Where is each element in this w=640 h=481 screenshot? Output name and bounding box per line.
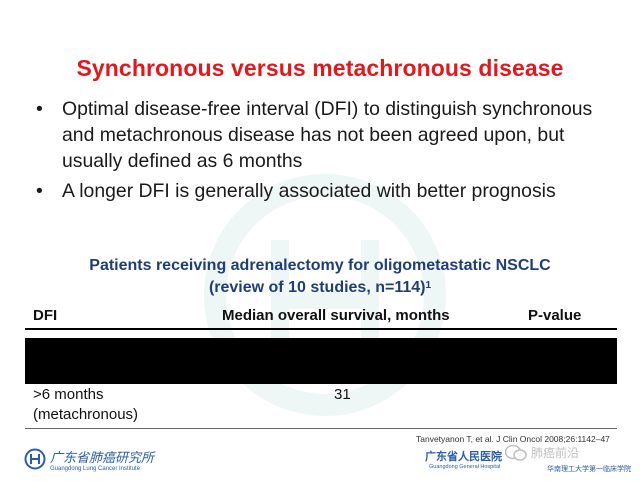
hospital-logo: 广东省人民医院 Guangdong General Hospital — [425, 446, 525, 480]
hospital-name-en: Guangdong General Hospital — [429, 464, 501, 470]
bullet-text: A longer DFI is generally associated wit… — [62, 180, 556, 202]
hospital-subtitle-cn: 华南理工大学第一临床学院 — [547, 465, 631, 473]
institute-logo: 广东省肺癌研究所 Guangdong Lung Cancer Institute — [24, 444, 224, 478]
bullet-marker: • — [36, 98, 43, 120]
table-header-p-value: P-value — [528, 307, 582, 324]
table-caption-line1: Patients receiving adrenalectomy for oli… — [89, 257, 551, 274]
table-header-dfi: DFI — [33, 307, 58, 324]
table-cell-dfi: >6 months (metachronous) — [33, 386, 139, 423]
table-header-median-os: Median overall survival, months — [222, 307, 450, 324]
table-caption: Patients receiving adrenalectomy for oli… — [0, 255, 640, 299]
institute-emblem-icon — [24, 448, 46, 470]
bullet-item: • A longer DFI is generally associated w… — [34, 178, 624, 204]
table-caption-line2: (review of 10 studies, n=114)1 — [208, 279, 432, 296]
table-header-rule — [25, 328, 617, 330]
hospital-name-cn: 广东省人民医院 — [425, 450, 502, 463]
footnote-marker: 1 — [425, 280, 432, 291]
table-bottom-rule — [25, 428, 617, 429]
redacted-row — [25, 338, 617, 384]
wechat-account-name: 肺癌前沿 — [531, 446, 580, 460]
wechat-icon — [505, 444, 527, 461]
citation: Tanvetyanon T, et al. J Clin Oncol 2008;… — [416, 434, 610, 444]
bullet-marker: • — [36, 180, 43, 202]
wechat-watermark: 肺癌前沿 华南理工大学第一临床学院 — [505, 444, 635, 478]
bullet-item: • Optimal disease-free interval (DFI) to… — [34, 96, 624, 174]
institute-name-cn: 广东省肺癌研究所 — [50, 451, 155, 466]
institute-name-en: Guangdong Lung Cancer Institute — [50, 466, 141, 472]
bullet-list: • Optimal disease-free interval (DFI) to… — [34, 96, 624, 208]
table-cell-median-os: 31 — [334, 386, 351, 403]
slide-title: Synchronous versus metachronous disease — [76, 55, 564, 81]
bullet-text: Optimal disease-free interval (DFI) to d… — [62, 98, 593, 172]
